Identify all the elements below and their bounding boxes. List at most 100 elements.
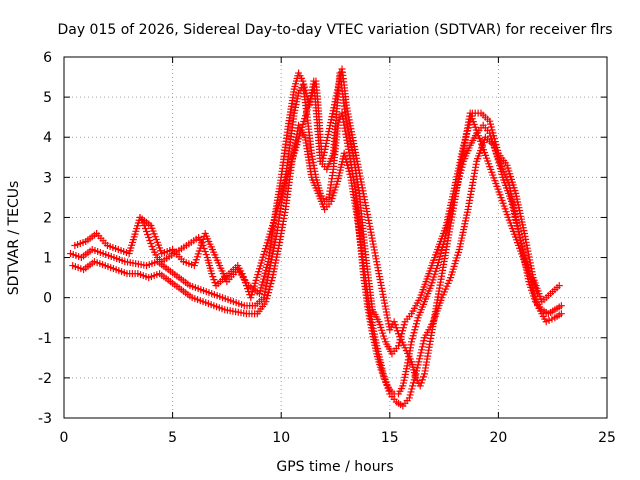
x-tick-label: 15 [381, 430, 399, 446]
y-tick-label: 6 [43, 50, 52, 66]
data-point [438, 244, 446, 252]
data-point [333, 89, 341, 97]
data-point [346, 170, 354, 178]
data-point [239, 273, 247, 281]
data-point [405, 394, 413, 402]
y-tick-label: -2 [38, 371, 52, 387]
data-point [325, 128, 333, 136]
y-tick-label: -1 [38, 331, 52, 347]
data-point [320, 148, 328, 156]
data-point [530, 281, 538, 289]
data-point [327, 116, 335, 124]
data-point [341, 152, 349, 160]
series-isolated-arcs [136, 65, 541, 390]
data-point [209, 273, 217, 281]
data-point [328, 113, 336, 121]
data-point [417, 349, 425, 357]
y-axis-label: SDTVAR / TECUs [6, 181, 22, 296]
data-point [412, 320, 420, 328]
data-point [412, 323, 420, 331]
data-point [418, 376, 426, 384]
data-point [330, 101, 338, 109]
data-point [335, 80, 343, 88]
data-point [415, 358, 423, 366]
data-point [343, 158, 351, 166]
data-point [332, 92, 340, 100]
data-point [437, 250, 445, 258]
data-point [210, 276, 218, 284]
data-point [417, 379, 425, 387]
data-point [410, 329, 418, 337]
data-point [529, 278, 537, 286]
data-point [344, 164, 352, 172]
data-point [408, 338, 416, 346]
data-point [419, 340, 427, 348]
data-point [325, 125, 333, 133]
data-point [240, 276, 248, 284]
data-point [334, 86, 342, 94]
data-point [332, 95, 340, 103]
data-point [340, 149, 348, 157]
data-point [511, 212, 519, 220]
data-point [143, 227, 151, 235]
x-axis-label: GPS time / hours [276, 459, 393, 475]
data-point [145, 234, 153, 241]
data-point [557, 310, 565, 318]
data-point [513, 218, 520, 226]
x-tick-label: 25 [598, 430, 616, 446]
data-point [148, 243, 156, 251]
axis-ticks [63, 56, 608, 419]
data-point [438, 247, 446, 255]
data-point [318, 157, 326, 165]
data-point [202, 251, 210, 259]
data-point [406, 391, 414, 399]
data-point [531, 284, 539, 292]
data-point [323, 136, 331, 144]
data-point [199, 242, 207, 250]
data-point [319, 154, 327, 162]
data-point [264, 292, 272, 300]
data-point [419, 373, 427, 381]
data-point [301, 86, 309, 94]
data-point [509, 203, 517, 211]
y-tick-label: 5 [43, 90, 52, 106]
data-point [555, 282, 563, 290]
data-point [409, 382, 417, 390]
data-point [413, 317, 421, 325]
data-point [331, 98, 339, 106]
data-point [512, 215, 520, 223]
data-point [391, 321, 399, 329]
data-point [211, 279, 219, 287]
data-point [264, 289, 272, 297]
data-point [320, 151, 328, 159]
data-point [244, 285, 252, 293]
y-tick-labels: -3 -2 -1 0 1 2 3 4 5 6 [38, 50, 52, 427]
data-point [342, 155, 350, 163]
data-point [242, 282, 250, 290]
data-point [418, 343, 426, 351]
x-tick-label: 0 [60, 430, 69, 446]
data-point [265, 286, 273, 294]
data-point [144, 230, 152, 238]
data-point [147, 240, 155, 248]
data-point [238, 270, 246, 278]
data-point [268, 277, 276, 285]
data-point [301, 83, 309, 91]
data-point [300, 80, 308, 88]
data-point [408, 335, 416, 343]
data-point [532, 287, 540, 295]
data-point [330, 104, 338, 112]
data-point [322, 139, 330, 147]
data-point [266, 283, 274, 291]
data-point [146, 237, 154, 245]
y-tick-label: 4 [43, 130, 52, 146]
data-point [200, 245, 208, 253]
data-point [510, 206, 518, 214]
data-point [510, 209, 518, 217]
data-point [399, 324, 407, 332]
data-point [322, 142, 330, 150]
data-point [416, 382, 424, 390]
data-point [262, 298, 270, 306]
data-point [141, 224, 149, 232]
